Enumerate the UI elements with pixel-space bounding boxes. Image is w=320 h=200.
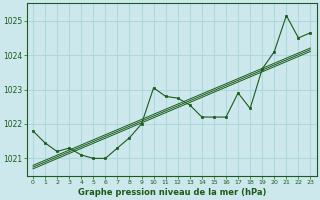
X-axis label: Graphe pression niveau de la mer (hPa): Graphe pression niveau de la mer (hPa) [77, 188, 266, 197]
